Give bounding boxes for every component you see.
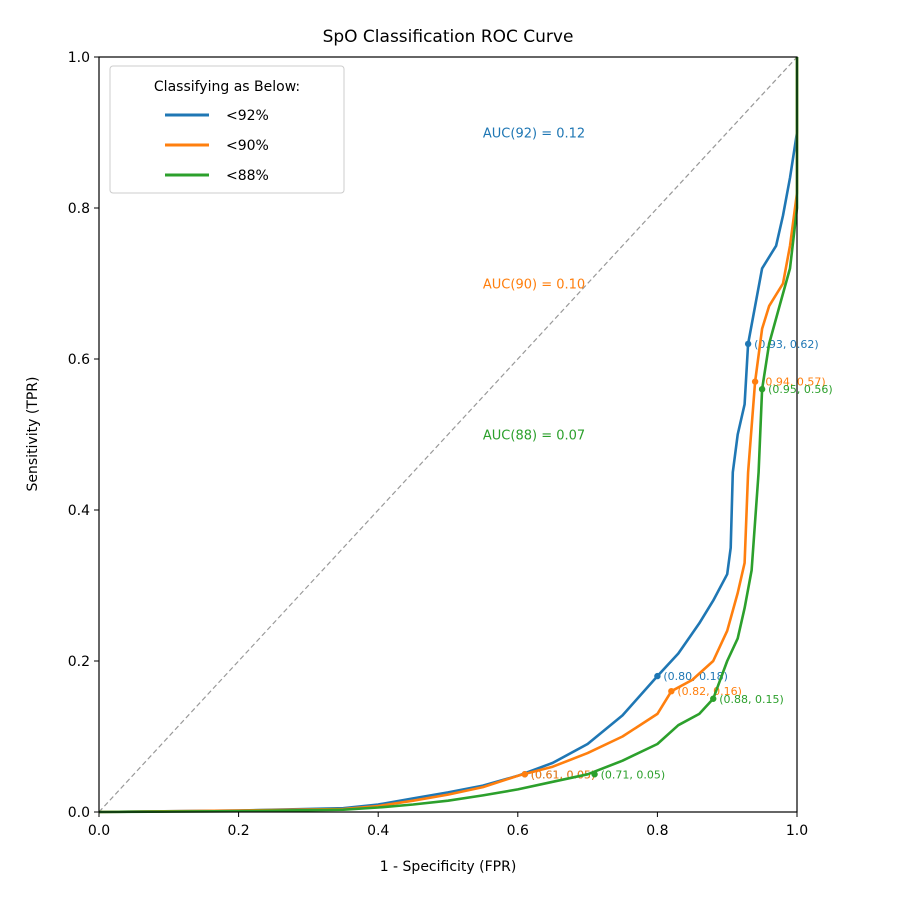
x-tick-label: 0.0 [88,823,110,839]
point-label: (0.82, 0.16) [677,685,742,698]
plot-area: (0.61, 0.05)(0.80, 0.18)(0.93, 0.62)AUC(… [68,50,833,839]
y-tick-label: 0.6 [68,352,90,368]
point-label: (0.93, 0.62) [754,338,819,351]
legend-frame [109,65,345,194]
x-tick-label: 0.4 [367,823,389,839]
series-line-3 [98,57,799,814]
point-label: (0.94, 0.57) [761,376,826,389]
legend-entry-label: <90% [226,138,269,154]
legend-title: Classifying as Below: [154,79,300,95]
legend-entry-label: <88% [226,168,269,184]
marked-point [591,771,598,778]
axes-frame [98,56,798,813]
marked-point [744,340,752,348]
series-line-2 [98,57,799,814]
x-tick-label: 0.6 [507,823,529,839]
y-axis-label: Sensitivity (TPR) [25,377,41,492]
x-axis-label: 1 - Specificity (FPR) [380,859,517,875]
auc-label-3: AUC(88) = 0.07 [483,429,585,444]
legend: Classifying as Below: <92% <90% <88% [109,65,345,194]
point-label: (0.88, 0.15) [719,693,784,706]
diagonal-reference-line [98,56,798,813]
legend-entry-label: <92% [226,108,269,124]
x-tick-label: 0.8 [646,823,668,839]
chart-title: SpO Classification ROC Curve [323,27,574,47]
marked-point [668,688,675,695]
y-tick-label: 0.4 [68,503,90,519]
point-label: (0.95, 0.56) [768,383,833,396]
marked-point [710,695,717,702]
point-label: (0.61, 0.05) [531,768,596,781]
point-label: (0.61, 0.05) [531,768,596,781]
x-tick-label: 1.0 [786,823,808,839]
marked-point [758,386,766,393]
marked-point [654,672,661,680]
y-tick-label: 0.2 [68,654,90,670]
y-tick-label: 0.8 [68,201,90,217]
point-label: (0.71, 0.05) [601,768,666,781]
marked-point [521,771,528,778]
auc-label-1: AUC(92) = 0.12 [483,127,585,142]
x-tick-label: 0.2 [227,823,249,839]
y-tick-label: 1.0 [68,50,90,66]
y-tick-label: 0.0 [68,805,90,821]
series-line-1 [98,57,799,814]
auc-label-2: AUC(90) = 0.10 [483,278,585,293]
marked-point [751,378,759,385]
